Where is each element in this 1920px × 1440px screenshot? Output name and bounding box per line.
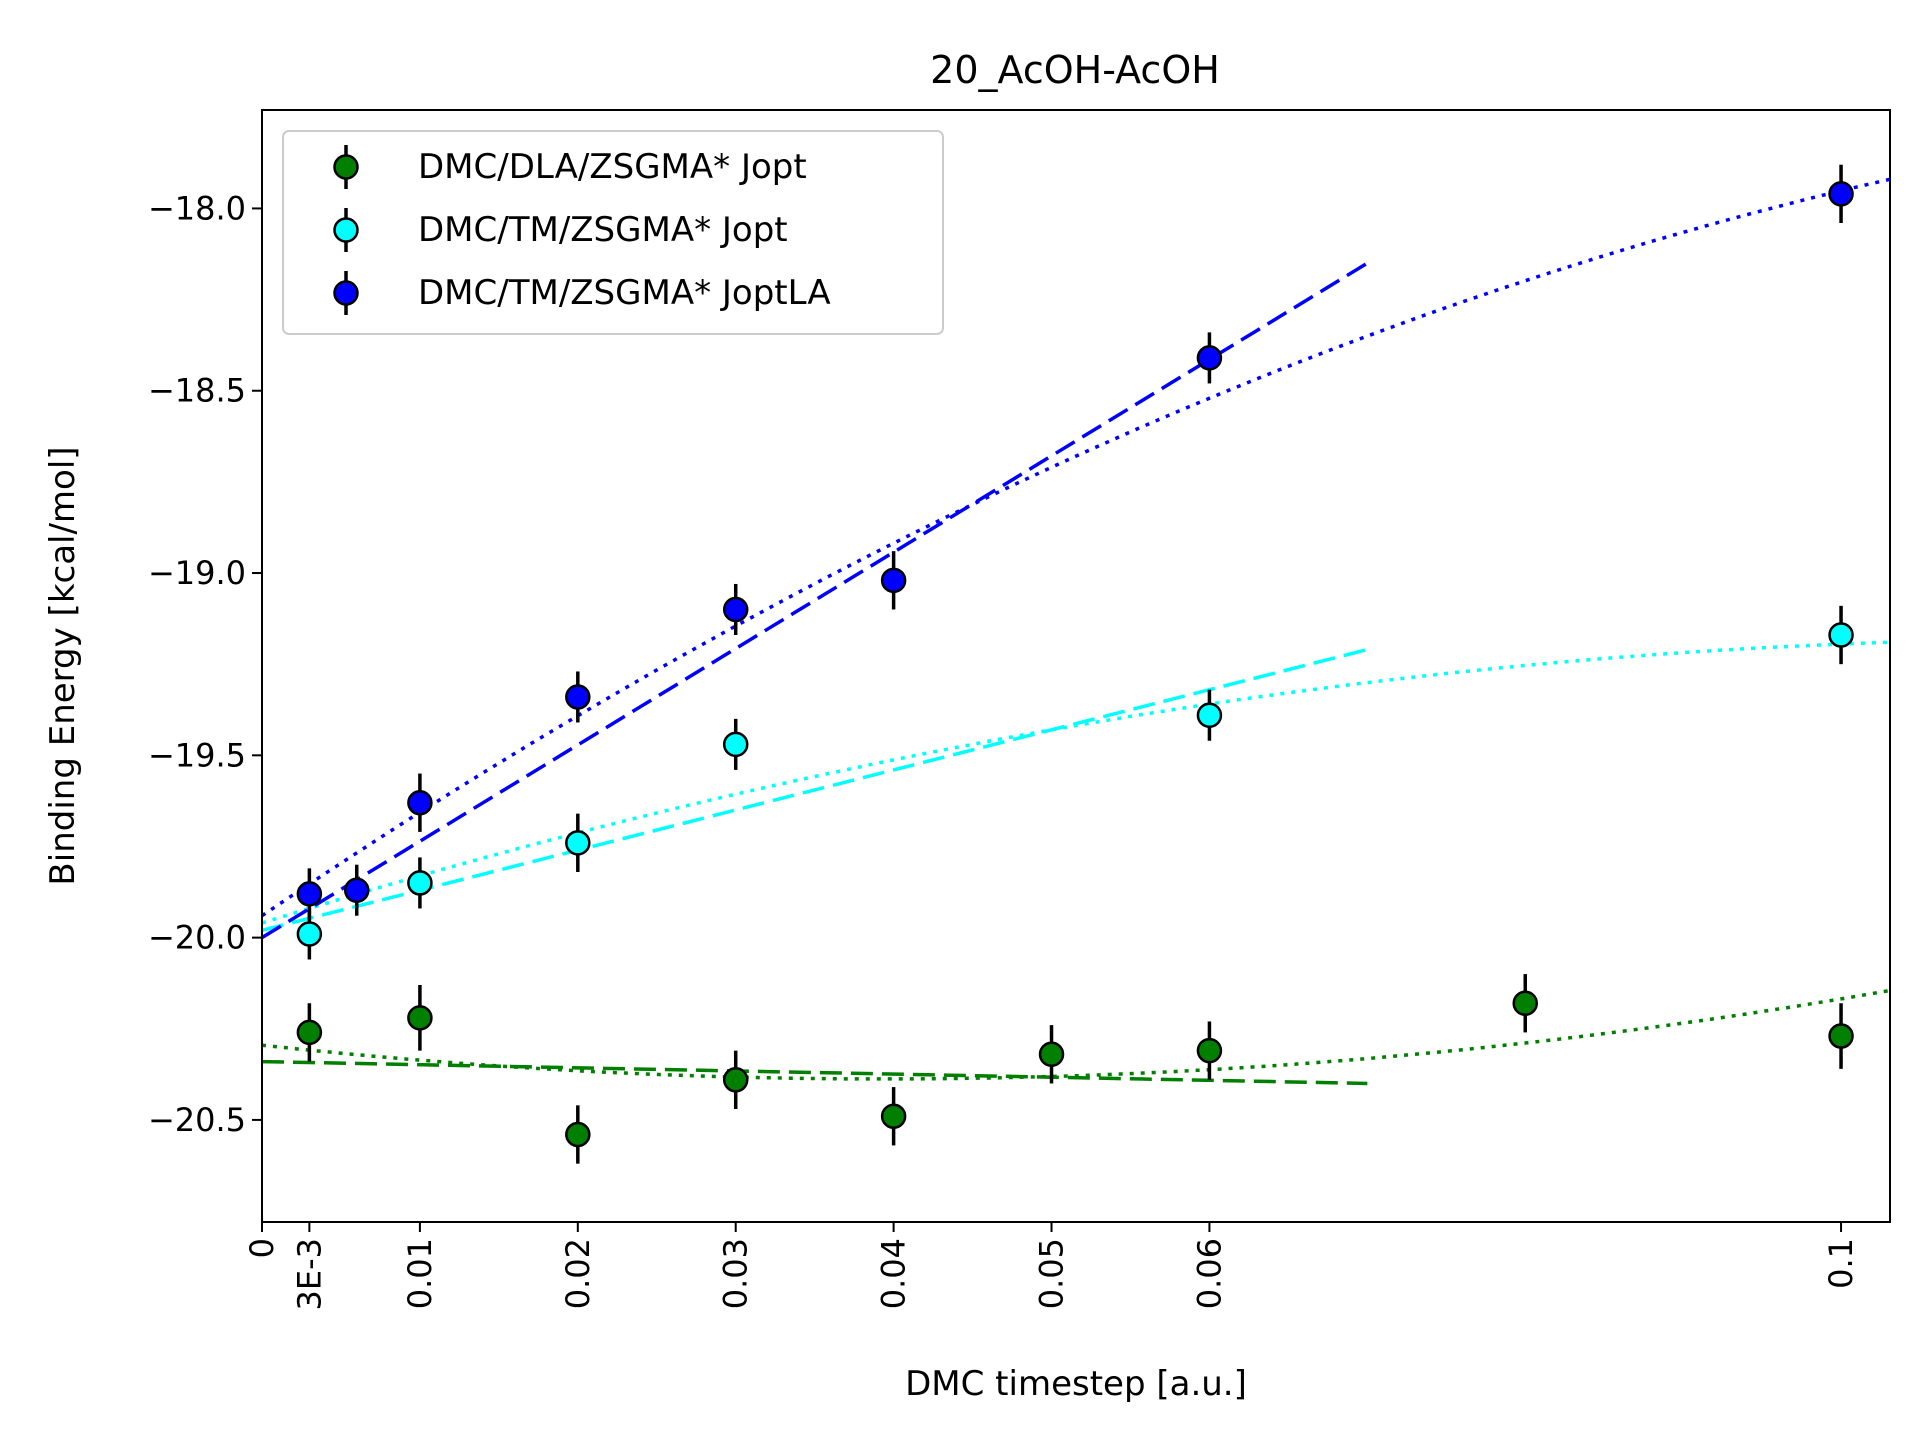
x-tick-label: 0.02 [559,1238,597,1309]
chart-title: 20_AcOH-AcOH [930,48,1220,92]
y-tick-label: −18.0 [148,189,246,227]
data-point-dmc-tm-zsgma-jopt-2 [407,870,433,896]
x-tick-label: 0.03 [717,1238,755,1309]
data-point-dmc-dla-zsgma-jopt-2 [407,1005,433,1031]
data-point-dmc-tm-zsgma-joptla-7 [1196,345,1223,371]
data-point-dmc-dla-zsgma-jopt-1 [296,1019,323,1046]
legend: DMC/DLA/ZSGMA* Jopt DMC/TM/ZSGMA* Jopt DMC… [282,130,944,335]
legend-label-3: DMC/TM/ZSGMA* JoptLA [418,273,831,313]
y-tick-label: −20.0 [148,919,246,957]
legend-box [282,130,944,335]
data-point-dmc-tm-zsgma-joptla-5 [722,596,749,623]
legend-label-1: DMC/DLA/ZSGMA* Jopt [418,147,807,187]
data-point-dmc-dla-zsgma-jopt-3 [565,1121,591,1148]
y-tick-label: −18.5 [148,372,246,410]
data-point-dmc-tm-zsgma-joptla-2 [343,877,370,903]
x-tick-label: 3E-3 [290,1238,328,1310]
legend-marker-3 [333,280,359,306]
x-tick-label: 0 [243,1238,281,1258]
data-point-dmc-tm-zsgma-jopt-5 [1196,702,1223,728]
plot-frame [261,109,1891,1223]
data-point-dmc-tm-zsgma-jopt-4 [722,731,749,758]
data-point-dmc-tm-zsgma-joptla-1 [296,881,323,907]
data-points [296,164,1854,1164]
quadratic-fit-line-2 [261,640,1891,925]
x-axis: 0 3E-3 0.01 0.02 0.03 0.04 0.05 0.06 0.1 [243,1222,1860,1310]
y-tick-label: −20.5 [148,1101,246,1139]
legend-marker-1 [333,154,359,180]
x-tick-label: 0.1 [1822,1238,1860,1289]
data-point-dmc-tm-zsgma-jopt-1 [296,921,323,947]
y-axis: −18.0 −18.5 −19.0 −19.5 −20.0 −20.5 [148,189,262,1139]
x-tick-label: 0.01 [401,1238,439,1309]
data-point-dmc-tm-zsgma-joptla-3 [407,789,433,816]
x-tick-label: 0.04 [875,1238,913,1309]
data-point-dmc-dla-zsgma-jopt-8 [1512,990,1538,1016]
data-point-dmc-tm-zsgma-joptla-4 [565,684,591,710]
data-point-dmc-dla-zsgma-jopt-4 [722,1067,749,1093]
quadratic-fit-line-3 [261,177,1891,918]
y-tick-label: −19.5 [148,736,246,774]
data-point-dmc-dla-zsgma-jopt-5 [880,1103,907,1130]
x-tick-label: 0.06 [1190,1238,1228,1309]
quadratic-fit-line-1 [261,988,1891,1081]
data-point-dmc-tm-zsgma-joptla-6 [880,567,907,594]
data-point-dmc-dla-zsgma-jopt-9 [1828,1023,1854,1049]
data-point-dmc-tm-zsgma-joptla-8 [1828,181,1854,207]
y-axis-label: Binding Energy [kcal/mol] [43,446,83,885]
data-point-dmc-dla-zsgma-jopt-7 [1196,1037,1223,1064]
x-tick-label: 0.05 [1033,1238,1071,1309]
legend-marker-2 [333,217,359,243]
y-tick-label: −19.0 [148,554,246,592]
data-point-dmc-tm-zsgma-jopt-6 [1828,622,1854,648]
x-axis-label: DMC timestep [a.u.] [905,1364,1247,1404]
legend-label-2: DMC/TM/ZSGMA* Jopt [418,210,788,250]
data-point-dmc-tm-zsgma-jopt-3 [565,830,591,856]
linear-fit-line-2 [261,647,1368,933]
fit-lines [261,177,1891,1086]
data-point-dmc-dla-zsgma-jopt-6 [1038,1041,1065,1068]
